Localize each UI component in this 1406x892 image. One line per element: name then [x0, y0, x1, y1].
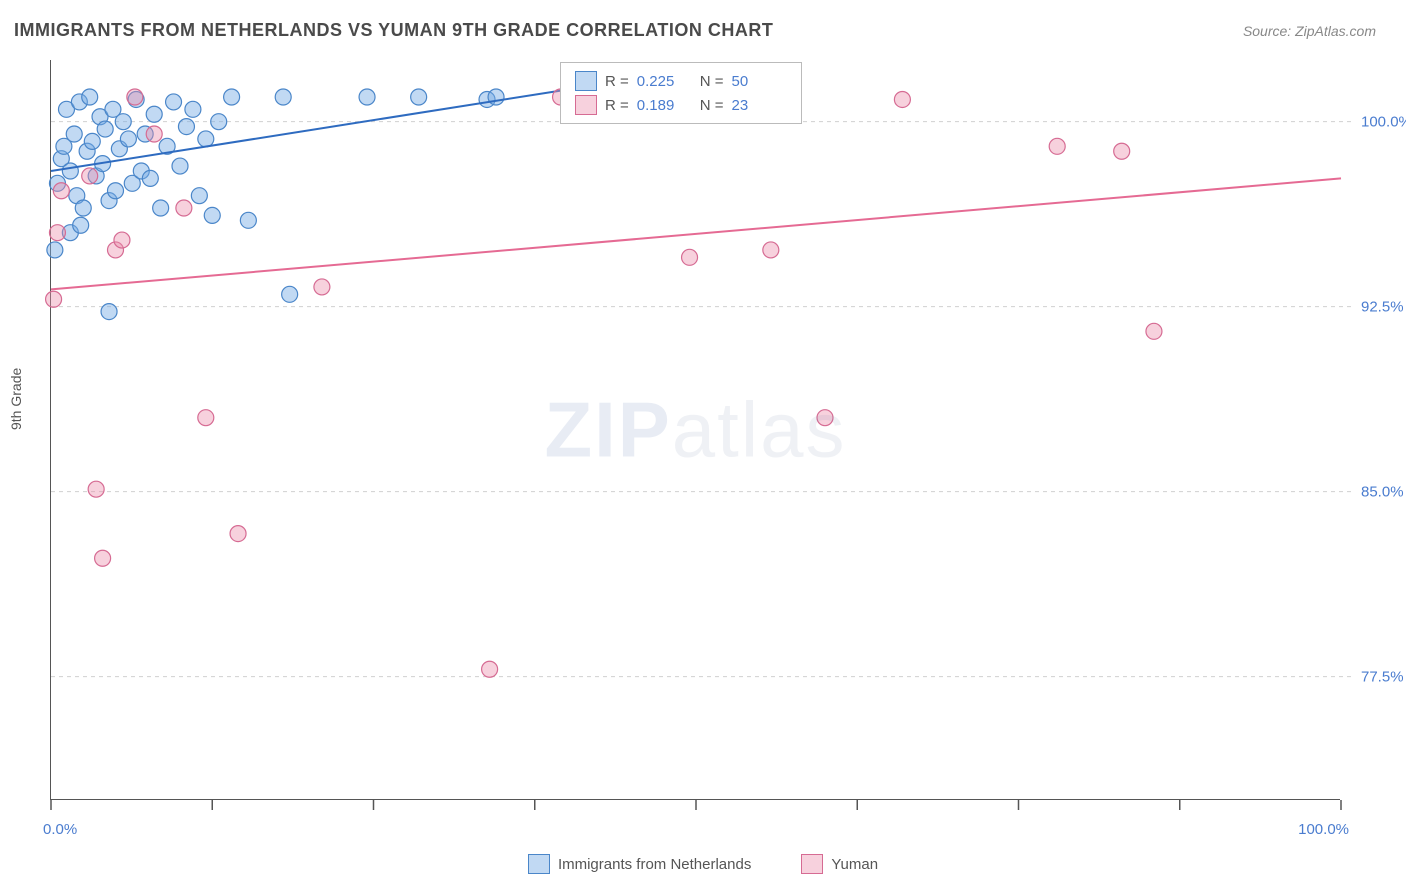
legend-label-series2: Yuman: [831, 856, 878, 873]
r-label: R =: [605, 73, 629, 90]
n-value-series1: 50: [732, 73, 787, 90]
svg-text:100.0%: 100.0%: [1298, 821, 1349, 838]
source-prefix: Source:: [1243, 23, 1295, 39]
y-axis-label: 9th Grade: [8, 368, 24, 430]
bottom-legend: Immigrants from Netherlands Yuman: [0, 854, 1406, 874]
swatch-series1: [575, 71, 597, 91]
chart-title: IMMIGRANTS FROM NETHERLANDS VS YUMAN 9TH…: [14, 20, 773, 41]
stats-row-series1: R = 0.225 N = 50: [575, 69, 787, 93]
svg-text:100.0%: 100.0%: [1361, 114, 1406, 131]
r-label: R =: [605, 97, 629, 114]
swatch-series2: [801, 854, 823, 874]
svg-text:0.0%: 0.0%: [43, 821, 77, 838]
n-value-series2: 23: [732, 97, 787, 114]
swatch-series2: [575, 95, 597, 115]
svg-text:85.0%: 85.0%: [1361, 484, 1404, 501]
stats-legend-box: R = 0.225 N = 50 R = 0.189 N = 23: [560, 62, 802, 124]
svg-text:77.5%: 77.5%: [1361, 669, 1404, 686]
plot-area: 77.5%85.0%92.5%100.0%0.0%100.0% ZIPatlas: [50, 60, 1340, 800]
svg-text:92.5%: 92.5%: [1361, 299, 1404, 316]
r-value-series1: 0.225: [637, 73, 692, 90]
source-name: ZipAtlas.com: [1295, 23, 1376, 39]
legend-label-series1: Immigrants from Netherlands: [558, 856, 751, 873]
legend-item-series2: Yuman: [801, 854, 878, 874]
r-value-series2: 0.189: [637, 97, 692, 114]
scatter-chart-svg: 77.5%85.0%92.5%100.0%0.0%100.0%: [51, 60, 1340, 799]
legend-item-series1: Immigrants from Netherlands: [528, 854, 751, 874]
n-label: N =: [700, 97, 724, 114]
source-attribution: Source: ZipAtlas.com: [1243, 23, 1376, 41]
stats-row-series2: R = 0.189 N = 23: [575, 93, 787, 117]
swatch-series1: [528, 854, 550, 874]
n-label: N =: [700, 73, 724, 90]
